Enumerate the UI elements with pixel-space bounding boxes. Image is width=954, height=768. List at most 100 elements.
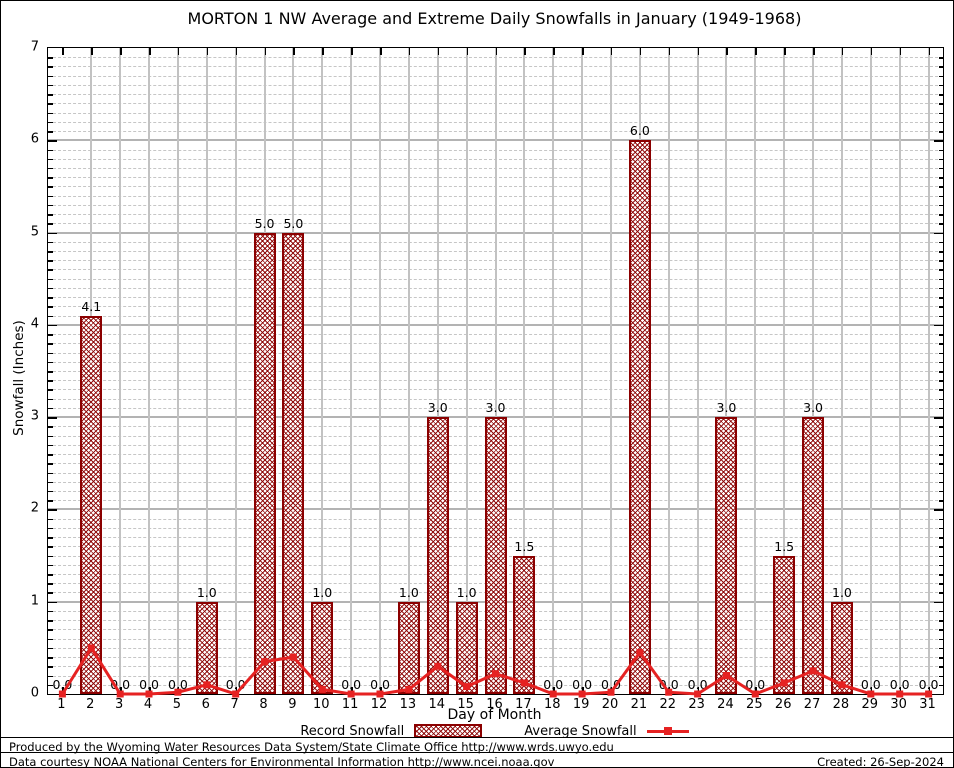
x-tick-label: 15 — [457, 697, 474, 712]
y-tick — [48, 158, 53, 161]
average-point-marker — [87, 644, 95, 652]
y-tick — [938, 518, 943, 521]
y-tick — [938, 94, 943, 96]
y-tick — [48, 195, 53, 198]
y-tick — [48, 601, 57, 604]
x-tick — [177, 48, 180, 55]
x-tick-label: 25 — [746, 697, 763, 712]
x-tick — [149, 48, 151, 55]
y-tick — [938, 149, 943, 151]
x-tick — [495, 48, 497, 55]
footer-produced-by: Produced by the Wyoming Water Resources … — [9, 740, 614, 754]
x-tick-label: 14 — [428, 697, 446, 712]
y-tick — [938, 647, 943, 650]
x-tick — [813, 48, 815, 55]
y-tick — [48, 204, 53, 207]
x-axis-title: Day of Month — [447, 707, 542, 723]
gridline-vertical — [205, 48, 208, 694]
average-point-marker — [723, 672, 730, 679]
y-tick — [48, 324, 57, 327]
x-tick-label: 26 — [774, 697, 792, 712]
y-tick — [934, 417, 943, 419]
y-tick — [938, 426, 943, 428]
y-tick — [938, 657, 943, 659]
y-tick — [938, 629, 943, 631]
x-tick — [62, 48, 64, 55]
y-tick — [938, 251, 943, 253]
bar-value-label: 1.5 — [514, 538, 535, 554]
y-tick — [48, 66, 53, 68]
y-tick — [48, 103, 53, 105]
y-tick — [48, 297, 53, 299]
record-snowfall-bar — [628, 140, 651, 694]
bar-value-label: 1.0 — [831, 584, 852, 600]
gridline-vertical — [148, 48, 151, 694]
gridline-vertical — [581, 48, 584, 694]
x-tick-label: 10 — [312, 697, 330, 712]
y-tick — [938, 352, 943, 355]
y-tick — [48, 647, 53, 650]
y-tick — [938, 684, 943, 687]
gridline-vertical — [379, 48, 382, 694]
legend-record-label: Record Snowfall — [300, 723, 405, 739]
y-tick-label: 5 — [30, 224, 39, 240]
y-tick — [48, 610, 53, 613]
y-tick — [48, 306, 53, 308]
y-tick — [938, 297, 943, 299]
average-point-marker — [289, 653, 297, 661]
y-tick — [48, 380, 53, 382]
gridline-vertical — [696, 48, 699, 694]
x-tick — [293, 48, 295, 55]
y-tick — [938, 583, 943, 585]
y-tick — [48, 574, 53, 576]
bar-value-label: 6.0 — [629, 123, 650, 139]
y-tick — [48, 407, 53, 410]
x-tick-label: 2 — [86, 697, 95, 712]
x-tick-label: 23 — [688, 697, 705, 712]
gridline-vertical — [725, 48, 728, 694]
bar-value-label: 3.0 — [427, 400, 448, 416]
average-point-marker — [174, 688, 182, 696]
y-tick — [48, 149, 53, 151]
y-tick — [938, 131, 943, 133]
y-tick — [48, 555, 53, 558]
bar-value-label: 5.0 — [283, 215, 304, 231]
average-point-marker — [549, 690, 557, 698]
y-tick — [938, 103, 943, 105]
average-point-marker — [318, 685, 326, 693]
y-tick-label: 6 — [30, 131, 39, 147]
y-tick — [938, 167, 943, 170]
average-point-marker — [809, 667, 817, 675]
bar-value-label: 4.1 — [81, 298, 102, 314]
y-tick — [938, 315, 943, 318]
y-tick — [48, 287, 53, 290]
average-point-marker — [347, 690, 355, 698]
x-tick — [697, 48, 700, 55]
record-snowfall-bar — [195, 601, 218, 694]
y-tick — [938, 389, 943, 391]
y-tick — [938, 241, 943, 244]
y-tick — [938, 555, 943, 558]
x-tick — [784, 48, 786, 55]
y-tick — [48, 564, 53, 567]
average-point-marker — [492, 670, 499, 678]
x-tick — [870, 48, 873, 55]
y-tick — [48, 214, 53, 216]
x-tick-label: 16 — [486, 697, 503, 712]
gridline-vertical — [350, 48, 353, 694]
x-tick-label: 18 — [543, 697, 561, 712]
chart-title: MORTON 1 NW Average and Extreme Daily Sn… — [187, 9, 802, 28]
y-tick-label: 4 — [30, 316, 39, 332]
x-tick — [524, 48, 526, 55]
legend: Record Snowfall Average Snowfall — [47, 723, 942, 739]
record-snowfall-bar — [513, 555, 536, 694]
y-tick — [938, 527, 943, 530]
y-tick — [938, 195, 943, 198]
y-tick — [938, 610, 943, 613]
y-tick — [938, 638, 943, 641]
x-tick-label: 27 — [803, 697, 821, 712]
x-tick-label: 7 — [230, 697, 239, 712]
y-tick — [938, 463, 943, 465]
gridline-vertical — [667, 48, 670, 694]
x-tick-label: 30 — [890, 697, 907, 712]
